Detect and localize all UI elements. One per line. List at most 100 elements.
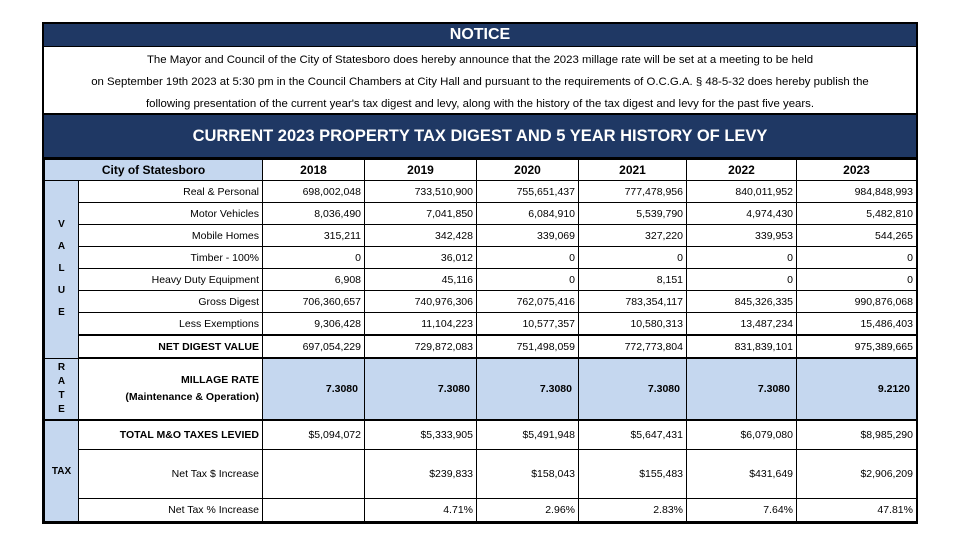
cell-value: 831,839,101 — [686, 334, 797, 359]
year-header: 2021 — [578, 159, 687, 181]
net-digest-row: NET DIGEST VALUE 697,054,229 729,872,083 75… — [45, 334, 917, 359]
value-row: Less Exemptions 9,306,428 11,104,223 10,577… — [45, 312, 917, 336]
value-row: Mobile Homes 315,211 342,428 339,069 327,220… — [45, 224, 917, 247]
year-header: 2023 — [796, 159, 917, 181]
value-section: V A L U E Real & Personal 698,002,048 733,510,9… — [44, 180, 917, 359]
cell-value: 339,069 — [476, 224, 579, 247]
year-header: 2020 — [476, 159, 579, 181]
cell-value: 7,041,850 — [364, 202, 477, 225]
cell-value: $5,647,431 — [578, 419, 687, 450]
cell-value: $8,985,290 — [796, 419, 917, 450]
row-label: Net Tax % Increase — [78, 498, 263, 522]
cell-value: 729,872,083 — [364, 334, 477, 359]
cell-value: 990,876,068 — [796, 290, 917, 313]
cell-value: 9,306,428 — [262, 312, 365, 336]
notice-heading: NOTICE — [44, 24, 916, 47]
cell-value — [262, 498, 365, 522]
cell-value: 772,773,804 — [578, 334, 687, 359]
total-taxes-levied-row: TAX TOTAL M&O TAXES LEVIED $5,094,072 $5… — [44, 419, 917, 522]
tax-digest-table: City of Statesboro 2018 2019 2020 2021 2… — [44, 159, 917, 522]
cell-value: 697,054,229 — [262, 334, 365, 359]
value-row: Motor Vehicles 8,036,490 7,041,850 6,084,91… — [45, 202, 917, 225]
cell-value: 15,486,403 — [796, 312, 917, 336]
cell-value: 342,428 — [364, 224, 477, 247]
cell-value: 13,487,234 — [686, 312, 797, 336]
millage-value: 7.3080 — [686, 357, 797, 421]
notice-line-2: on September 19th 2023 at 5:30 pm in the… — [91, 76, 869, 88]
year-header: 2019 — [364, 159, 477, 181]
cell-value — [262, 449, 365, 499]
millage-value: 7.3080 — [578, 357, 687, 421]
millage-value: 7.3080 — [364, 357, 477, 421]
cell-value: 5,482,810 — [796, 202, 917, 225]
millage-label: MILLAGE RATE (Maintenance & Operation) — [78, 357, 263, 421]
cell-value: 327,220 — [578, 224, 687, 247]
cell-value: 0 — [262, 246, 365, 269]
cell-value: $5,491,948 — [476, 419, 579, 450]
cell-value: 45,116 — [364, 268, 477, 291]
cell-value: $5,094,072 — [262, 419, 365, 450]
row-label: Heavy Duty Equipment — [78, 268, 263, 291]
cell-value: 698,002,048 — [262, 180, 365, 203]
cell-value: $155,483 — [578, 449, 687, 499]
net-tax-percent-row: Net Tax % Increase 4.71% 2.96% 2.83% 7.6… — [45, 498, 917, 522]
cell-value: 740,976,306 — [364, 290, 477, 313]
section-letter: E — [58, 403, 65, 415]
section-letter: A — [57, 241, 66, 253]
cell-value: $2,906,209 — [796, 449, 917, 499]
notice-document: NOTICE The Mayor and Council of the City… — [42, 22, 918, 524]
cell-value: 8,151 — [578, 268, 687, 291]
section-letter: V — [58, 219, 65, 231]
cell-value: 762,075,416 — [476, 290, 579, 313]
cell-value: 36,012 — [364, 246, 477, 269]
notice-line-1: The Mayor and Council of the City of Sta… — [146, 54, 814, 66]
millage-value: 9.2120 — [796, 357, 917, 421]
cell-value: 975,389,665 — [796, 334, 917, 359]
row-label: Mobile Homes — [78, 224, 263, 247]
cell-value: $5,333,905 — [364, 419, 477, 450]
millage-rate-row: R A T E MILLAGE RATE (Maintenance & Oper… — [44, 357, 917, 421]
row-label: Timber - 100% — [78, 246, 263, 269]
section-letter: R — [57, 361, 66, 373]
cell-value: 845,326,335 — [686, 290, 797, 313]
row-label: Real & Personal — [78, 180, 263, 203]
cell-value: 751,498,059 — [476, 334, 579, 359]
cell-value: 6,084,910 — [476, 202, 579, 225]
value-row: Heavy Duty Equipment 6,908 45,116 0 8,151 0 0 — [45, 268, 917, 291]
tax-section-label: TAX — [44, 419, 79, 522]
cell-value: 706,360,657 — [262, 290, 365, 313]
cell-value: 315,211 — [262, 224, 365, 247]
cell-value: 0 — [686, 268, 797, 291]
cell-value: 6,908 — [262, 268, 365, 291]
entity-name: City of Statesboro — [44, 159, 263, 181]
cell-value: 777,478,956 — [578, 180, 687, 203]
cell-value: 7.64% — [686, 498, 797, 522]
section-letter: L — [58, 263, 65, 275]
row-label: TOTAL M&O TAXES LEVIED — [78, 419, 263, 450]
cell-value: 0 — [578, 246, 687, 269]
section-letter: U — [57, 285, 66, 297]
notice-body: The Mayor and Council of the City of Sta… — [44, 47, 916, 115]
section-letter: E — [58, 307, 65, 319]
cell-value: 755,651,437 — [476, 180, 579, 203]
year-header: 2022 — [686, 159, 797, 181]
cell-value: 840,011,952 — [686, 180, 797, 203]
row-label: Motor Vehicles — [78, 202, 263, 225]
cell-value: $239,833 — [364, 449, 477, 499]
row-label: NET DIGEST VALUE — [78, 334, 263, 359]
cell-value: 4.71% — [364, 498, 477, 522]
millage-label-line1: MILLAGE RATE — [181, 374, 259, 386]
cell-value: 5,539,790 — [578, 202, 687, 225]
cell-value: 8,036,490 — [262, 202, 365, 225]
table-title: CURRENT 2023 PROPERTY TAX DIGEST AND 5 Y… — [44, 115, 916, 159]
row-label: Net Tax $ Increase — [78, 449, 263, 499]
millage-value: 7.3080 — [476, 357, 579, 421]
rate-section-label: R A T E — [44, 357, 79, 421]
cell-value: 2.96% — [476, 498, 579, 522]
net-tax-increase-row: Net Tax $ Increase $239,833 $158,043 $15… — [45, 449, 917, 499]
millage-value: 7.3080 — [262, 357, 365, 421]
cell-value: 10,577,357 — [476, 312, 579, 336]
section-letter: A — [57, 375, 66, 387]
value-row: Timber - 100% 0 36,012 0 0 0 0 — [45, 246, 917, 269]
